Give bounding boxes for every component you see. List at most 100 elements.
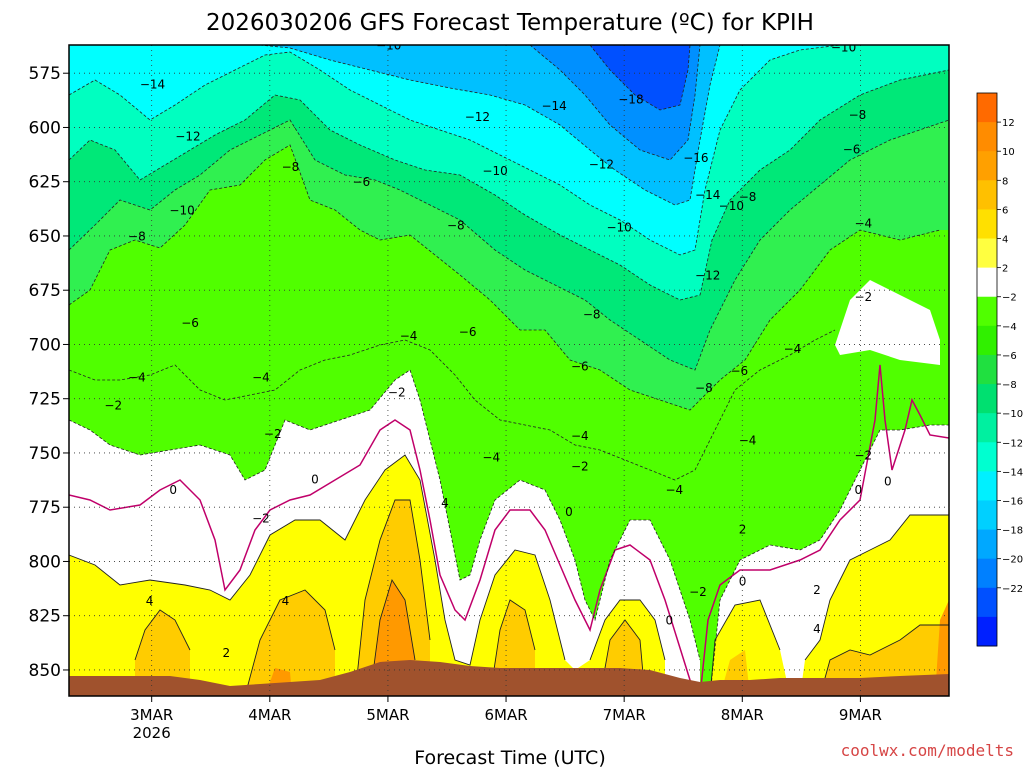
contour-label: −10 <box>719 199 744 213</box>
contour-label: 0 <box>565 505 573 519</box>
y-tick-label: 775 <box>29 498 61 518</box>
contour-label: −10 <box>606 221 631 235</box>
y-tick-label: 725 <box>29 390 61 410</box>
colorbar-tick-label: −4 <box>1002 322 1017 333</box>
plot-area: −14−12−10−8−8−6−6−4 −4−2−200−2−4−2−10−12−… <box>69 38 949 723</box>
contour-label: 2 <box>813 583 821 597</box>
contour-label: −8 <box>739 190 757 204</box>
colorbar-swatch <box>977 238 997 269</box>
contour-label: −14 <box>695 188 720 202</box>
colorbar-swatch <box>977 354 997 385</box>
colorbar-swatch <box>977 529 997 560</box>
contour-label: 4 <box>282 594 290 608</box>
y-axis: 575 600 625 650 675 700 725 750 775 800 825 850 <box>29 64 69 681</box>
contour-label: 2 <box>707 709 715 723</box>
x-year-label: 2026 <box>133 724 171 742</box>
contour-label: 0 <box>855 483 863 497</box>
y-tick-label: 850 <box>29 661 61 681</box>
warm-6-fill <box>265 580 949 696</box>
contour-label: −4 <box>128 370 146 384</box>
contour-label: −6 <box>352 175 370 189</box>
chart-title: 2026030206 GFS Forecast Temperature (ºC)… <box>206 10 814 36</box>
y-tick-label: 625 <box>29 173 61 193</box>
y-tick-label: 650 <box>29 227 61 247</box>
contour-label: −2 <box>689 585 707 599</box>
colorbar-swatch <box>977 151 997 181</box>
x-tick-label: 3MAR <box>130 706 173 724</box>
cold-18-fill <box>590 45 690 110</box>
colorbar-tick-label: −20 <box>1002 555 1023 566</box>
colorbar-frame <box>976 92 998 647</box>
contour-label: −10 <box>482 164 507 178</box>
contour-label: −4 <box>482 451 500 465</box>
contour-label: −6 <box>181 316 199 330</box>
y-tick-label: 825 <box>29 607 61 627</box>
contour-label: −8 <box>583 307 601 321</box>
credit-link[interactable]: coolwx.com/modelts <box>841 741 1014 760</box>
colorbar-swatch <box>977 413 997 443</box>
colorbar-tick-label: −10 <box>1002 409 1023 420</box>
colorbar-swatch <box>977 122 997 152</box>
contour-label: 2 <box>739 522 747 536</box>
contour-label: −4 <box>855 216 873 230</box>
colorbar-tick-label: 6 <box>1002 205 1008 216</box>
colorbar-swatch <box>977 500 997 531</box>
y-tick-label: 675 <box>29 281 61 301</box>
x-axis-label: Forecast Time (UTC) <box>414 747 605 768</box>
contour-label: −4 <box>571 429 589 443</box>
contour-label: −6 <box>571 360 589 374</box>
colorbar-tick-label: 4 <box>1002 235 1008 246</box>
contour-label: −8 <box>282 160 300 174</box>
x-tick-label: 7MAR <box>603 706 646 724</box>
colorbar-tick-label: −18 <box>1002 526 1023 537</box>
colorbar-tick-label: −6 <box>1002 351 1017 362</box>
contour-label: −12 <box>589 158 614 172</box>
x-tick-label: 9MAR <box>839 706 882 724</box>
contour-label: −2 <box>855 290 873 304</box>
contour-label: 4 <box>441 496 449 510</box>
contour-label: −12 <box>465 110 490 124</box>
contour-label: −2 <box>855 448 873 462</box>
contour-label: −8 <box>447 218 465 232</box>
contour-label: −2 <box>264 427 282 441</box>
warm-4-fill <box>135 500 949 696</box>
contour-label: −4 <box>739 433 757 447</box>
zero-band-upper-fill <box>835 280 940 365</box>
colorbar-tick-label: −16 <box>1002 496 1023 507</box>
colorbar-swatch <box>977 209 997 240</box>
contour-label: −8 <box>128 229 146 243</box>
contour-label: 0 <box>311 472 319 486</box>
colorbar-tick-label: −12 <box>1002 438 1023 449</box>
colorbar: 12 10 8 6 4 2 −2 −4 −6 −8 −10 −12 −14 −16 −18 −20 −22 <box>976 92 1023 647</box>
colorbar-swatch <box>977 180 997 210</box>
colorbar-swatch <box>977 558 997 589</box>
y-tick-label: 800 <box>29 552 61 572</box>
contour-label: 0 <box>884 475 892 489</box>
contour-label: −10 <box>831 41 856 55</box>
contour-label: −2 <box>104 399 122 413</box>
grid-lines <box>69 45 949 696</box>
contour-label-bg <box>705 710 715 723</box>
contour-label: −8 <box>849 108 867 122</box>
contour-labels: −14−12−10−8−8−6−6−4 −4−2−200−2−4−2−10−12−… <box>104 38 892 723</box>
y-tick-label: 600 <box>29 118 61 138</box>
contour-label: −6 <box>459 325 477 339</box>
zero-line <box>69 419 701 696</box>
contour-label: −2 <box>252 511 270 525</box>
contour-label: −6 <box>843 143 861 157</box>
contour-label: 0 <box>739 574 747 588</box>
x-tick-label: 6MAR <box>484 706 527 724</box>
plot-frame <box>68 44 950 697</box>
terrain-fill <box>69 660 949 696</box>
contour-label: −10 <box>376 38 401 52</box>
x-axis: 3MAR 4MAR 5MAR 6MAR 7MAR 8MAR 9MAR <box>130 696 882 724</box>
colorbar-tick-label: −14 <box>1002 467 1023 478</box>
y-tick-label: 575 <box>29 64 61 84</box>
colorbar-swatch <box>977 616 997 647</box>
contour-label: 4 <box>146 594 154 608</box>
x-tick-label: 8MAR <box>721 706 764 724</box>
contour-label: −18 <box>618 93 643 107</box>
x-tick-label: 4MAR <box>248 706 291 724</box>
colorbar-tick-label: 10 <box>1002 147 1015 158</box>
